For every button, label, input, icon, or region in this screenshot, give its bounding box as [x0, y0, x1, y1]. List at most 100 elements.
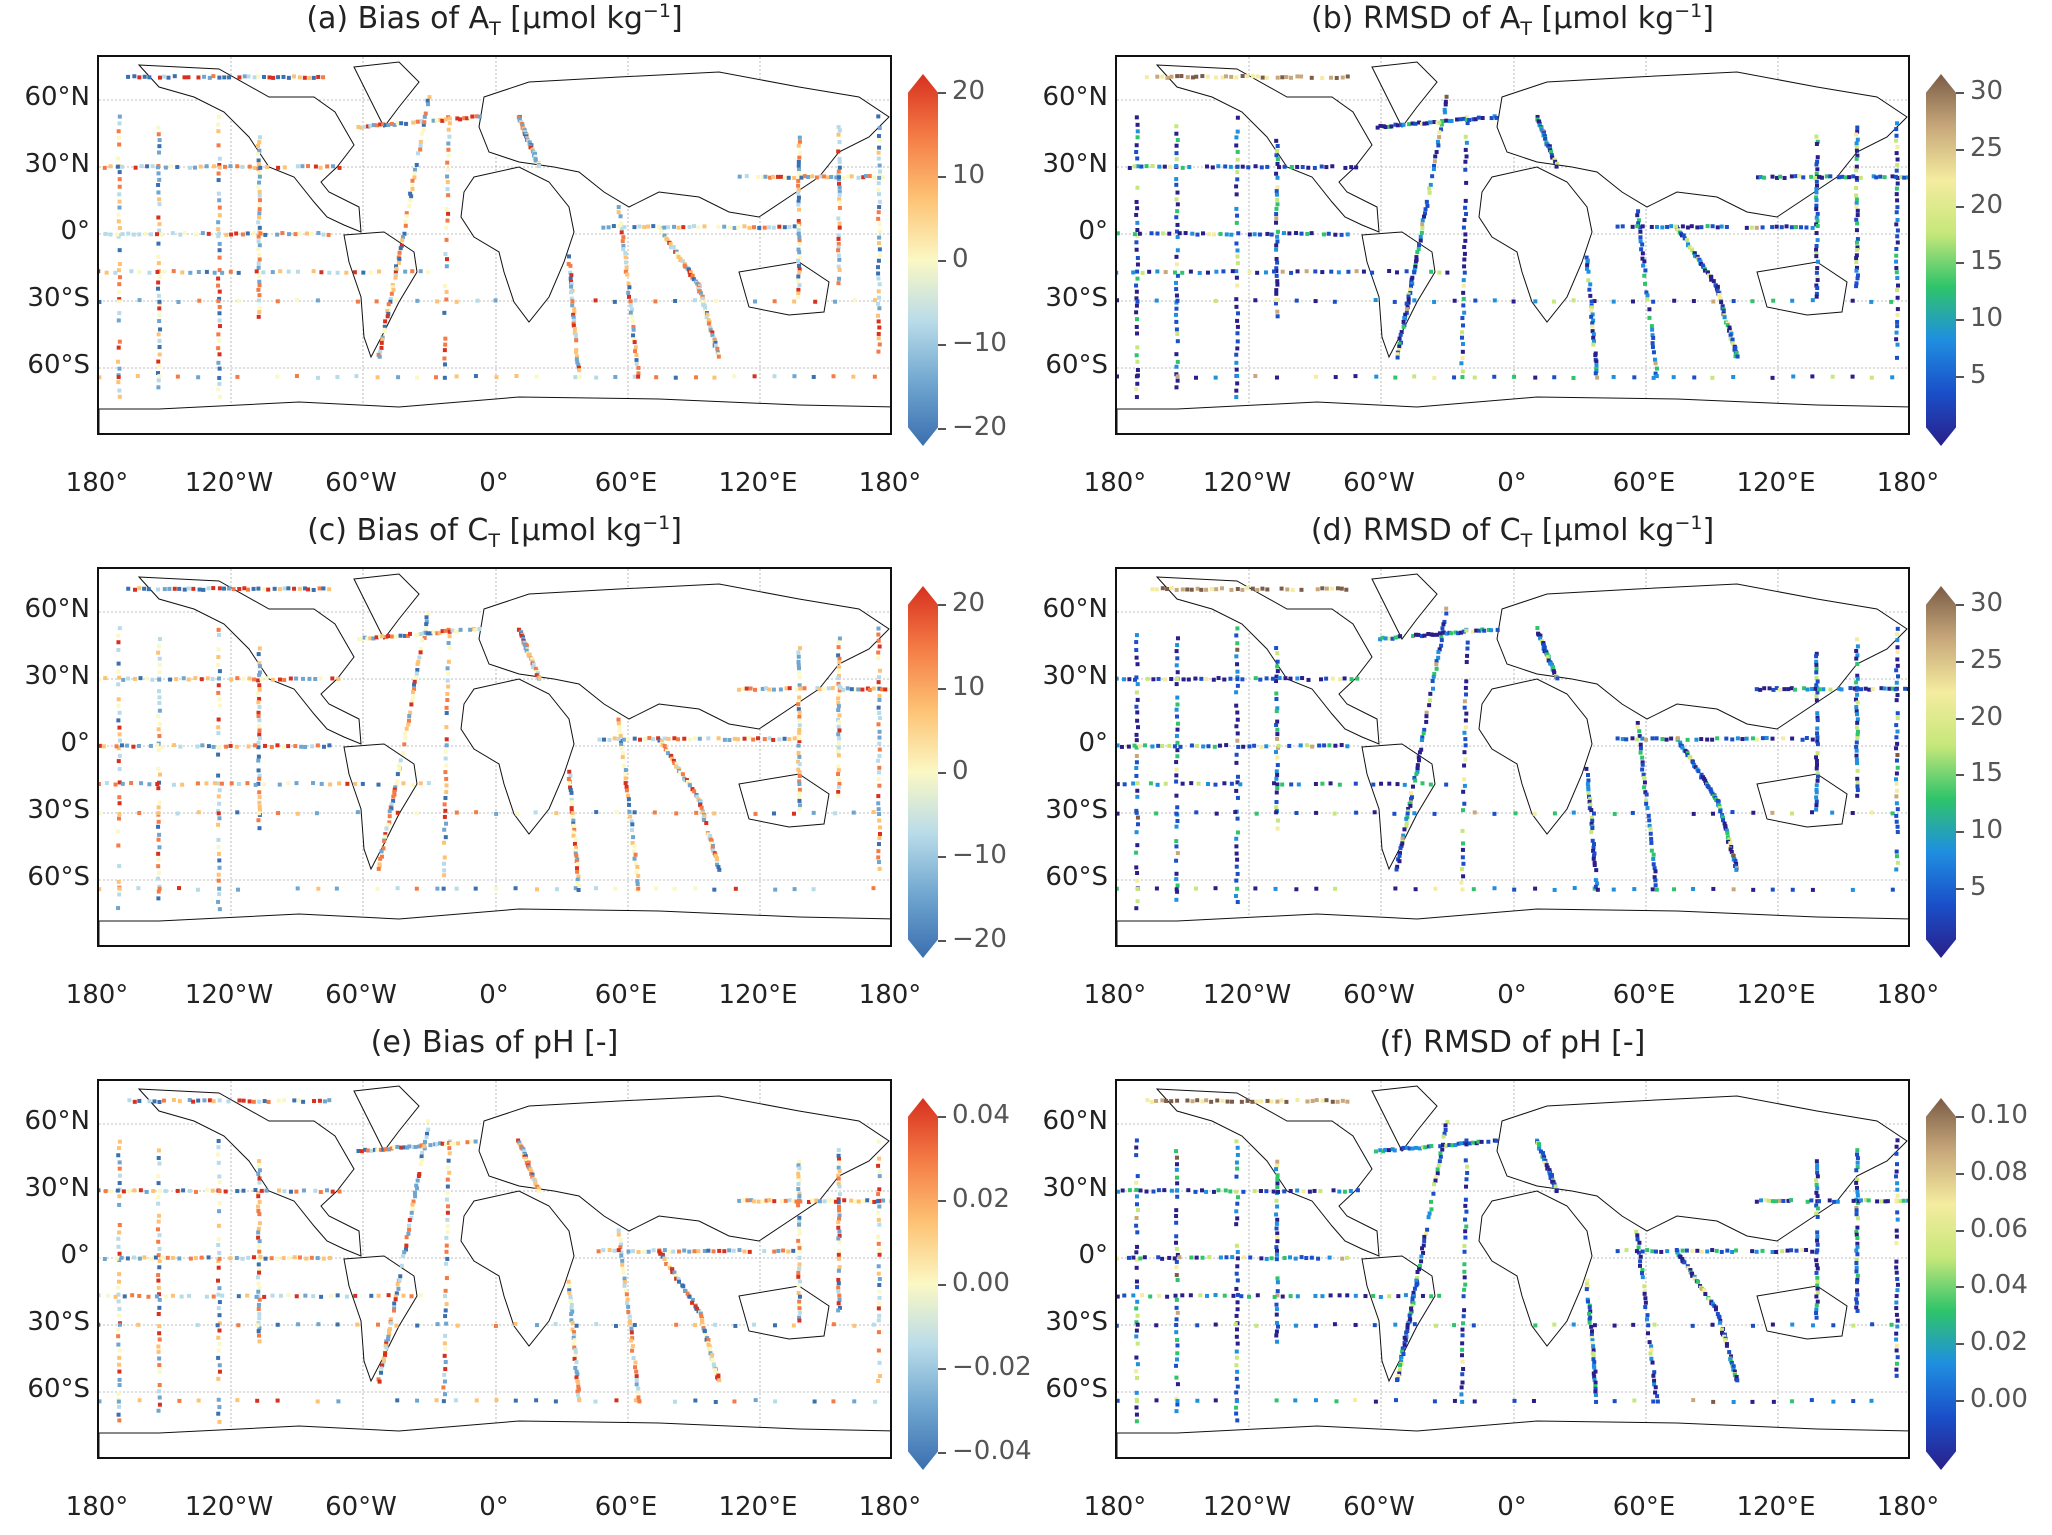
data-point [1854, 253, 1859, 258]
data-point [829, 1198, 834, 1203]
data-point [1135, 185, 1140, 190]
data-point [1120, 1188, 1125, 1193]
data-point [573, 886, 578, 891]
coastline [1756, 261, 1848, 316]
coastline [1361, 1255, 1436, 1383]
data-point [1275, 279, 1280, 284]
data-point [1909, 887, 1910, 891]
colorbar-tick-label: 20 [1970, 189, 2004, 220]
data-point [1644, 737, 1649, 742]
data-point [1403, 1338, 1408, 1343]
data-point [327, 587, 332, 592]
data-point [771, 737, 776, 742]
data-point [1802, 686, 1807, 691]
data-point [217, 1180, 222, 1185]
colorbar-tick-label: 20 [952, 588, 986, 618]
data-point [1855, 768, 1860, 773]
data-point [1461, 629, 1466, 634]
data-point [1216, 1188, 1221, 1193]
data-point [1198, 1293, 1203, 1298]
data-point [435, 1142, 440, 1147]
data-point [1584, 255, 1589, 260]
data-point [1760, 225, 1765, 230]
data-point [117, 299, 122, 304]
data-point [1461, 861, 1466, 866]
data-point [1165, 75, 1170, 80]
data-point [1274, 1212, 1279, 1217]
data-point [1590, 826, 1595, 831]
data-point [1894, 247, 1899, 252]
data-point [217, 1363, 222, 1368]
data-point [1894, 723, 1899, 728]
data-point [162, 74, 167, 79]
data-point [1810, 374, 1815, 379]
data-point [697, 736, 702, 741]
data-point [166, 75, 171, 80]
data-point [1462, 750, 1467, 755]
data-point [672, 1399, 677, 1404]
data-point [234, 744, 239, 749]
data-point [678, 258, 683, 263]
data-point [574, 1360, 579, 1365]
data-point [1432, 299, 1437, 304]
data-point [1444, 118, 1449, 123]
data-point [1301, 1189, 1306, 1194]
data-point [293, 232, 298, 237]
data-point [1417, 750, 1422, 755]
data-point [378, 1147, 383, 1152]
data-point [744, 174, 749, 179]
data-point [217, 1321, 222, 1326]
data-point [1672, 887, 1677, 892]
data-point [1409, 277, 1414, 282]
data-point [136, 1322, 141, 1327]
data-point [836, 701, 841, 706]
data-point [700, 810, 705, 815]
data-point [751, 1322, 756, 1327]
data-point [1174, 293, 1179, 298]
data-point [217, 865, 222, 870]
data-point [1275, 1339, 1280, 1344]
data-point [674, 811, 679, 816]
data-point [1879, 686, 1884, 691]
data-point [156, 165, 161, 170]
data-point [428, 631, 433, 636]
data-point [330, 676, 335, 681]
data-point [1275, 1280, 1280, 1285]
data-point [453, 1398, 458, 1403]
data-point [1199, 1188, 1204, 1193]
data-point [704, 1333, 709, 1338]
data-point [1195, 743, 1200, 748]
data-point [294, 676, 299, 681]
data-point [1373, 1399, 1378, 1404]
data-point [116, 1391, 121, 1396]
data-point [1895, 181, 1900, 186]
data-point [1309, 231, 1314, 236]
data-point [1442, 107, 1447, 112]
data-point [1405, 811, 1410, 816]
data-point [1691, 299, 1696, 304]
data-point [876, 1306, 881, 1311]
data-point [1399, 330, 1404, 335]
data-point [281, 744, 286, 749]
data-point [1240, 164, 1245, 169]
data-point [772, 374, 777, 379]
data-point [257, 736, 262, 741]
data-point [1433, 886, 1438, 891]
data-point [1462, 777, 1467, 782]
data-point [1442, 619, 1447, 624]
data-point [257, 804, 262, 809]
data-point [328, 782, 333, 787]
data-point [1734, 350, 1739, 355]
data-point [1537, 1144, 1542, 1149]
data-point [1412, 270, 1417, 275]
data-point [177, 1099, 182, 1104]
data-point [1894, 330, 1899, 335]
data-point [627, 285, 632, 290]
data-point [375, 1148, 380, 1153]
data-point [1464, 117, 1469, 122]
data-point [1295, 1188, 1300, 1193]
data-point [99, 677, 102, 682]
data-point [634, 361, 639, 366]
data-point [330, 1189, 335, 1194]
data-point [379, 340, 384, 345]
